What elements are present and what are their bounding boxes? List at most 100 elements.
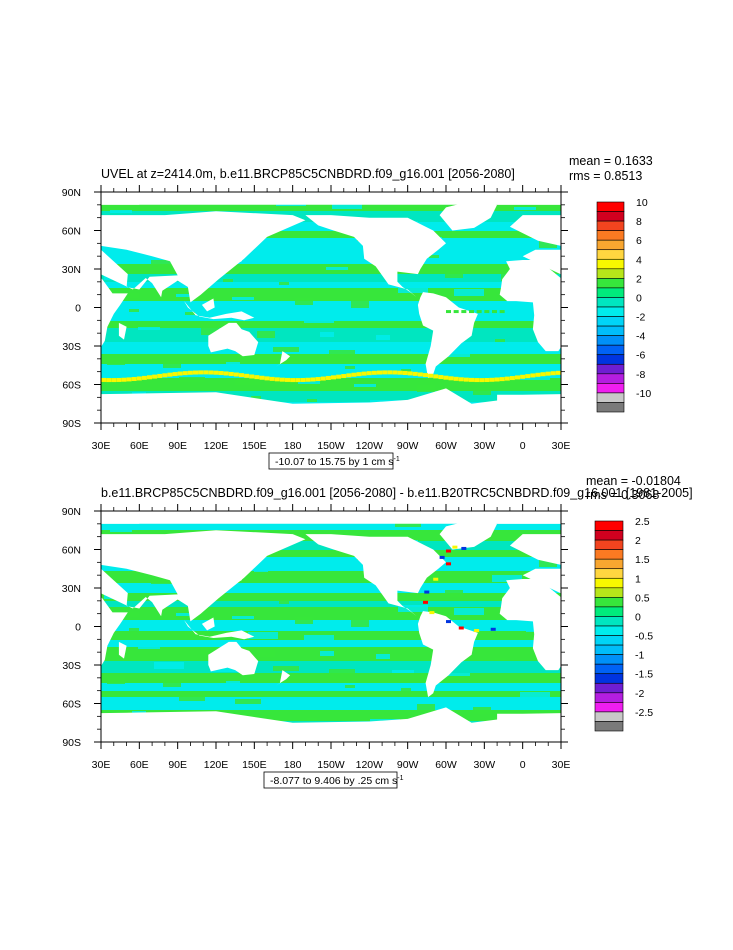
y-tick-label: 60S: [62, 699, 81, 711]
land-area: [0, 520, 37, 550]
boundary-current-cell: [424, 590, 430, 594]
acc-cell: [463, 377, 469, 382]
land-area: [201, 617, 215, 631]
ocean-patch: [301, 233, 327, 238]
land-area: [497, 511, 561, 524]
ocean-patch: [401, 688, 411, 691]
land-area: [497, 192, 561, 205]
colorbar-label: 2: [635, 535, 641, 547]
colorbar-swatch: [594, 558, 624, 570]
land-area: [689, 571, 706, 586]
land-area: [0, 292, 18, 378]
ocean-band: [101, 697, 561, 710]
ocean-band: [101, 321, 561, 328]
land-area: [662, 618, 675, 631]
ocean-patch: [495, 658, 505, 661]
y-tick-label: 60N: [62, 226, 81, 238]
ocean-patch: [151, 260, 177, 265]
acc-cell: [397, 370, 403, 375]
colorbar-swatch: [596, 220, 625, 231]
acc-cell: [147, 375, 152, 380]
ocean-patch: [332, 521, 362, 528]
ocean-band: [101, 691, 561, 697]
ocean-patch: [232, 616, 254, 619]
colorbar-swatch: [594, 539, 624, 550]
acc-cell: [433, 374, 439, 379]
ocean-band: [101, 620, 561, 631]
acc-cell: [417, 372, 423, 377]
ocean-band: [101, 301, 561, 312]
ocean-patch: [282, 365, 296, 370]
acc-cell: [320, 376, 326, 381]
x-tick-label: 30W: [474, 759, 496, 771]
x-tick-label: 120W: [356, 759, 384, 771]
acc-cell: [198, 370, 204, 375]
acc-cell: [458, 377, 464, 382]
acc-cell: [371, 370, 377, 375]
colorbar-swatch: [596, 249, 625, 260]
land-area: [668, 323, 718, 356]
colorbar-label: 1: [635, 573, 641, 585]
land-area: [101, 597, 128, 666]
colorbar-label: 2: [636, 273, 642, 285]
ocean-band: [101, 550, 561, 557]
land-area: [417, 292, 478, 379]
acc-cell: [310, 377, 316, 382]
panel-upper-rms: rms = 0.8513: [569, 169, 642, 183]
land-area: [497, 394, 561, 423]
ocean-patch: [254, 248, 268, 253]
colorbar-label: 6: [636, 235, 642, 247]
ocean-patch: [476, 240, 498, 243]
ocean-patch: [539, 560, 557, 567]
y-tick-label: 0: [75, 303, 81, 315]
ocean-patch: [210, 346, 240, 353]
ocean-patch: [345, 366, 355, 369]
panel-upper-title: UVEL at z=2414.0m, b.e11.BRCP85C5CNBDRD.…: [101, 167, 515, 181]
acc-cell: [550, 371, 556, 376]
land-area: [118, 322, 127, 340]
colorbar-swatch: [596, 402, 625, 413]
panel-lower-title: b.e11.BRCP85C5CNBDRD.f09_g16.001 [2056-2…: [101, 486, 693, 500]
land-area: [509, 215, 561, 275]
acc-cell: [177, 371, 183, 376]
ocean-band: [101, 231, 561, 238]
x-tick-label: 60W: [435, 759, 457, 771]
acc-cell: [438, 375, 444, 380]
acc-cell: [387, 370, 393, 375]
colorbar-swatch: [594, 530, 624, 541]
acc-cell: [479, 378, 485, 383]
land-area: [208, 641, 259, 676]
acc-cell: [223, 371, 229, 376]
acc-cell: [407, 371, 413, 376]
ocean-patch: [307, 718, 317, 721]
ocean-patch: [257, 650, 275, 657]
colorbar-swatch: [596, 306, 625, 317]
ocean-patch: [176, 294, 198, 297]
ocean-patch: [445, 590, 463, 597]
panel-upper: UVEL at z=2414.0m, b.e11.BRCP85C5CNBDRD.…: [0, 154, 718, 470]
land-area: [184, 301, 255, 321]
colorbar-label: 0: [635, 611, 641, 623]
ocean-patch: [179, 696, 205, 701]
boundary-current-cell: [429, 611, 435, 615]
colorbar-swatch: [596, 258, 625, 270]
ocean-patch: [223, 279, 233, 282]
ocean-band: [101, 288, 561, 301]
colorbar-swatch: [594, 692, 624, 703]
map-field-lower: [0, 511, 706, 742]
ocean-band: [101, 378, 561, 391]
colorbar-swatch: [594, 682, 624, 694]
ocean-patch: [539, 241, 557, 248]
svg-text:-8.077 to 9.406 by .25 cm s-1: -8.077 to 9.406 by .25 cm s-1: [270, 775, 404, 787]
ocean-patch: [473, 388, 491, 395]
colorbar-upper: 10 8 6 4 2 0 -2 -4 -6 -8 -10: [596, 197, 651, 413]
colorbar-swatch: [596, 373, 625, 384]
colorbar-swatch: [596, 363, 625, 375]
ocean-patch: [351, 301, 369, 308]
colorbar-swatch: [594, 625, 624, 636]
colorbar-swatch: [596, 392, 625, 403]
ocean-patch: [298, 381, 320, 384]
equatorial-cell: [499, 310, 505, 314]
acc-cell: [167, 372, 173, 377]
ocean-band: [101, 391, 561, 402]
